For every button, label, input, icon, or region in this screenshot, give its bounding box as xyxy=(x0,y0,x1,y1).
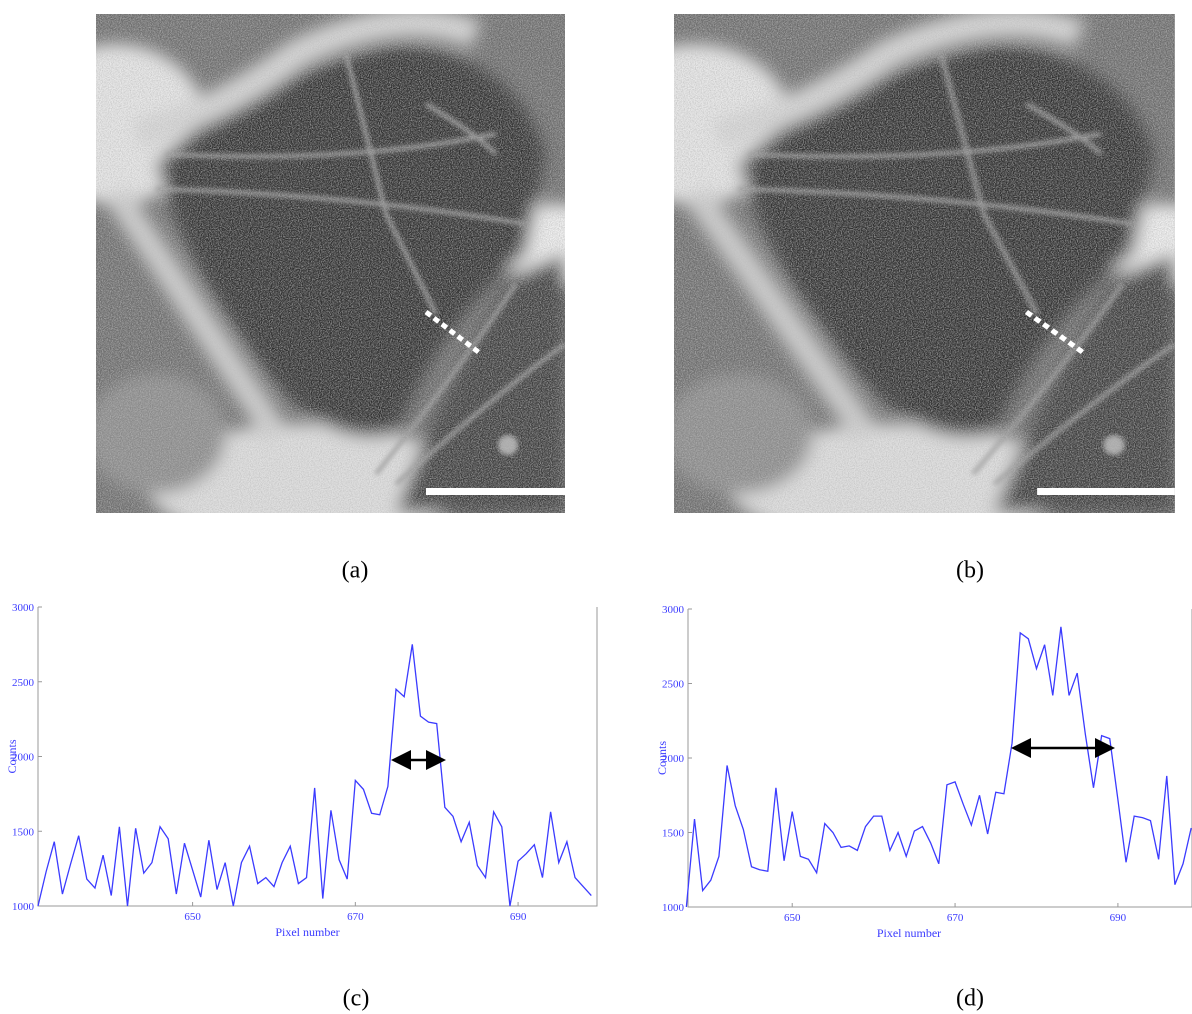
figure: (a) (b) (c) (d) 100015002000250030006506… xyxy=(0,0,1192,1014)
x-tick-label: 650 xyxy=(784,912,801,924)
x-tick-label: 690 xyxy=(510,911,527,923)
data-line xyxy=(686,627,1191,907)
micrograph-b xyxy=(599,14,1192,544)
y-tick-label: 1500 xyxy=(12,826,35,838)
y-tick-label: 1500 xyxy=(662,828,685,840)
y-axis-label: Counts xyxy=(5,739,19,773)
y-tick-label: 1000 xyxy=(662,902,685,914)
x-tick-label: 670 xyxy=(947,912,964,924)
x-tick-label: 650 xyxy=(184,911,201,923)
panel-label: (a) xyxy=(342,558,369,584)
data-line xyxy=(38,644,591,906)
y-tick-label: 2500 xyxy=(662,679,685,691)
panel-label: (b) xyxy=(956,558,984,584)
y-tick-label: 3000 xyxy=(12,602,35,614)
y-tick-label: 1000 xyxy=(12,901,35,913)
y-axis-label: Counts xyxy=(655,741,669,775)
panel-label: (d) xyxy=(956,986,984,1012)
axis-frame xyxy=(38,607,597,906)
panel-label: (c) xyxy=(343,986,370,1012)
y-tick-label: 2500 xyxy=(12,677,35,689)
x-axis-label: Pixel number xyxy=(877,926,941,940)
micrograph-a xyxy=(26,14,616,544)
x-tick-label: 690 xyxy=(1110,912,1127,924)
x-tick-label: 670 xyxy=(347,911,364,923)
axis-frame xyxy=(688,609,1192,907)
x-axis-label: Pixel number xyxy=(275,925,339,939)
y-tick-label: 3000 xyxy=(662,604,685,616)
